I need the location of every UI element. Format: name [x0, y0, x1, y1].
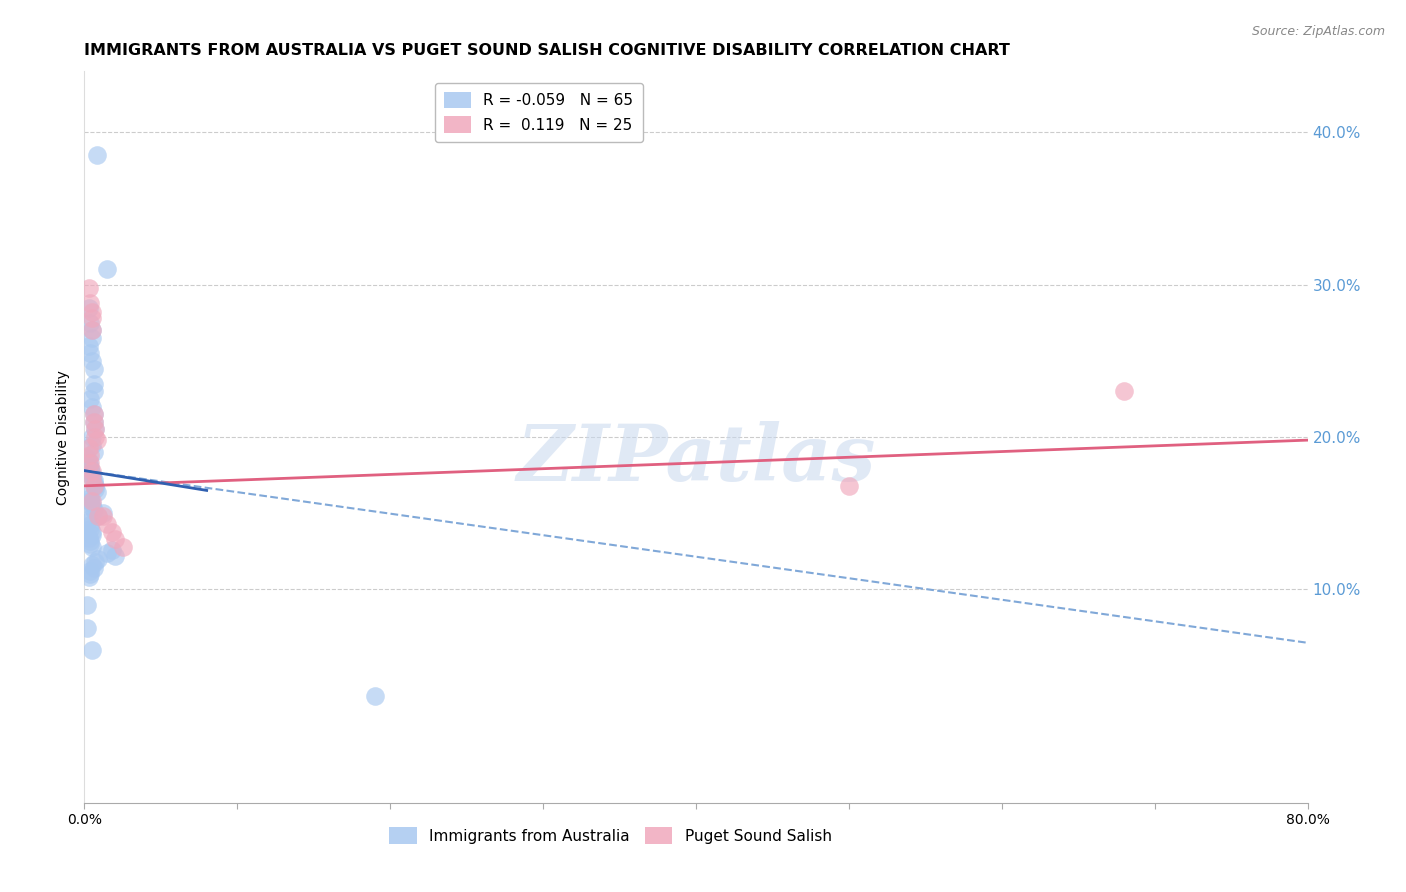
Point [76, 621, 98, 635]
Point [79, 448, 101, 462]
Point [83, 415, 105, 429]
Point [84, 555, 107, 569]
Point [79, 392, 101, 406]
Point [91, 506, 114, 520]
Point [80, 323, 103, 337]
Point [96, 546, 118, 560]
Point [80, 464, 103, 478]
Point [84, 422, 107, 436]
Point [77, 454, 100, 468]
Point [79, 491, 101, 505]
Point [111, 540, 134, 554]
Legend: Immigrants from Australia, Puget Sound Salish: Immigrants from Australia, Puget Sound S… [382, 822, 838, 850]
Point [96, 262, 118, 277]
Point [80, 430, 103, 444]
Point [80, 469, 103, 483]
Point [80, 354, 103, 368]
Point [79, 564, 101, 578]
Point [80, 323, 103, 337]
Point [79, 537, 101, 551]
Point [104, 549, 127, 563]
Point [79, 460, 101, 475]
Point [80, 524, 103, 539]
Point [84, 422, 107, 436]
Point [83, 561, 105, 575]
Point [86, 433, 108, 447]
Point [80, 558, 103, 573]
Point [76, 516, 98, 530]
Point [91, 509, 114, 524]
Point [1114, 384, 1136, 399]
Point [80, 500, 103, 515]
Point [77, 441, 100, 455]
Point [76, 598, 98, 612]
Point [79, 567, 101, 582]
Point [83, 407, 105, 421]
Point [79, 456, 101, 470]
Point [87, 509, 110, 524]
Point [79, 464, 101, 478]
Point [80, 311, 103, 326]
Point [83, 479, 105, 493]
Point [87, 509, 110, 524]
Point [79, 460, 101, 475]
Point [77, 570, 100, 584]
Point [79, 518, 101, 533]
Point [77, 338, 100, 352]
Point [83, 415, 105, 429]
Point [86, 148, 108, 162]
Point [83, 445, 105, 459]
Point [79, 316, 101, 330]
Point [79, 296, 101, 310]
Point [80, 467, 103, 481]
Point [80, 540, 103, 554]
Point [79, 346, 101, 360]
Point [77, 531, 100, 545]
Point [79, 521, 101, 535]
Point [80, 497, 103, 511]
Point [84, 482, 107, 496]
Point [76, 451, 98, 466]
Point [80, 643, 103, 657]
Point [77, 301, 100, 315]
Point [80, 471, 103, 485]
Point [84, 430, 107, 444]
Point [80, 494, 103, 508]
Point [96, 516, 118, 531]
Point [80, 400, 103, 414]
Text: IMMIGRANTS FROM AUSTRALIA VS PUGET SOUND SALISH COGNITIVE DISABILITY CORRELATION: IMMIGRANTS FROM AUSTRALIA VS PUGET SOUND… [84, 43, 1011, 58]
Point [101, 524, 124, 539]
Point [79, 494, 101, 508]
Point [364, 689, 387, 703]
Y-axis label: Cognitive Disability: Cognitive Disability [56, 369, 70, 505]
Point [80, 305, 103, 319]
Point [838, 479, 860, 493]
Point [83, 473, 105, 487]
Point [77, 458, 100, 472]
Point [104, 532, 127, 546]
Point [83, 361, 105, 376]
Point [86, 485, 108, 500]
Point [79, 533, 101, 548]
Point [84, 479, 107, 493]
Point [87, 552, 110, 566]
Point [80, 331, 103, 345]
Point [83, 376, 105, 391]
Point [80, 438, 103, 452]
Point [101, 542, 124, 557]
Point [77, 281, 100, 295]
Text: ZIPatlas: ZIPatlas [516, 421, 876, 497]
Point [77, 488, 100, 502]
Point [83, 475, 105, 490]
Point [77, 512, 100, 526]
Text: Source: ZipAtlas.com: Source: ZipAtlas.com [1251, 25, 1385, 38]
Point [83, 407, 105, 421]
Point [83, 503, 105, 517]
Point [80, 527, 103, 541]
Point [83, 384, 105, 399]
